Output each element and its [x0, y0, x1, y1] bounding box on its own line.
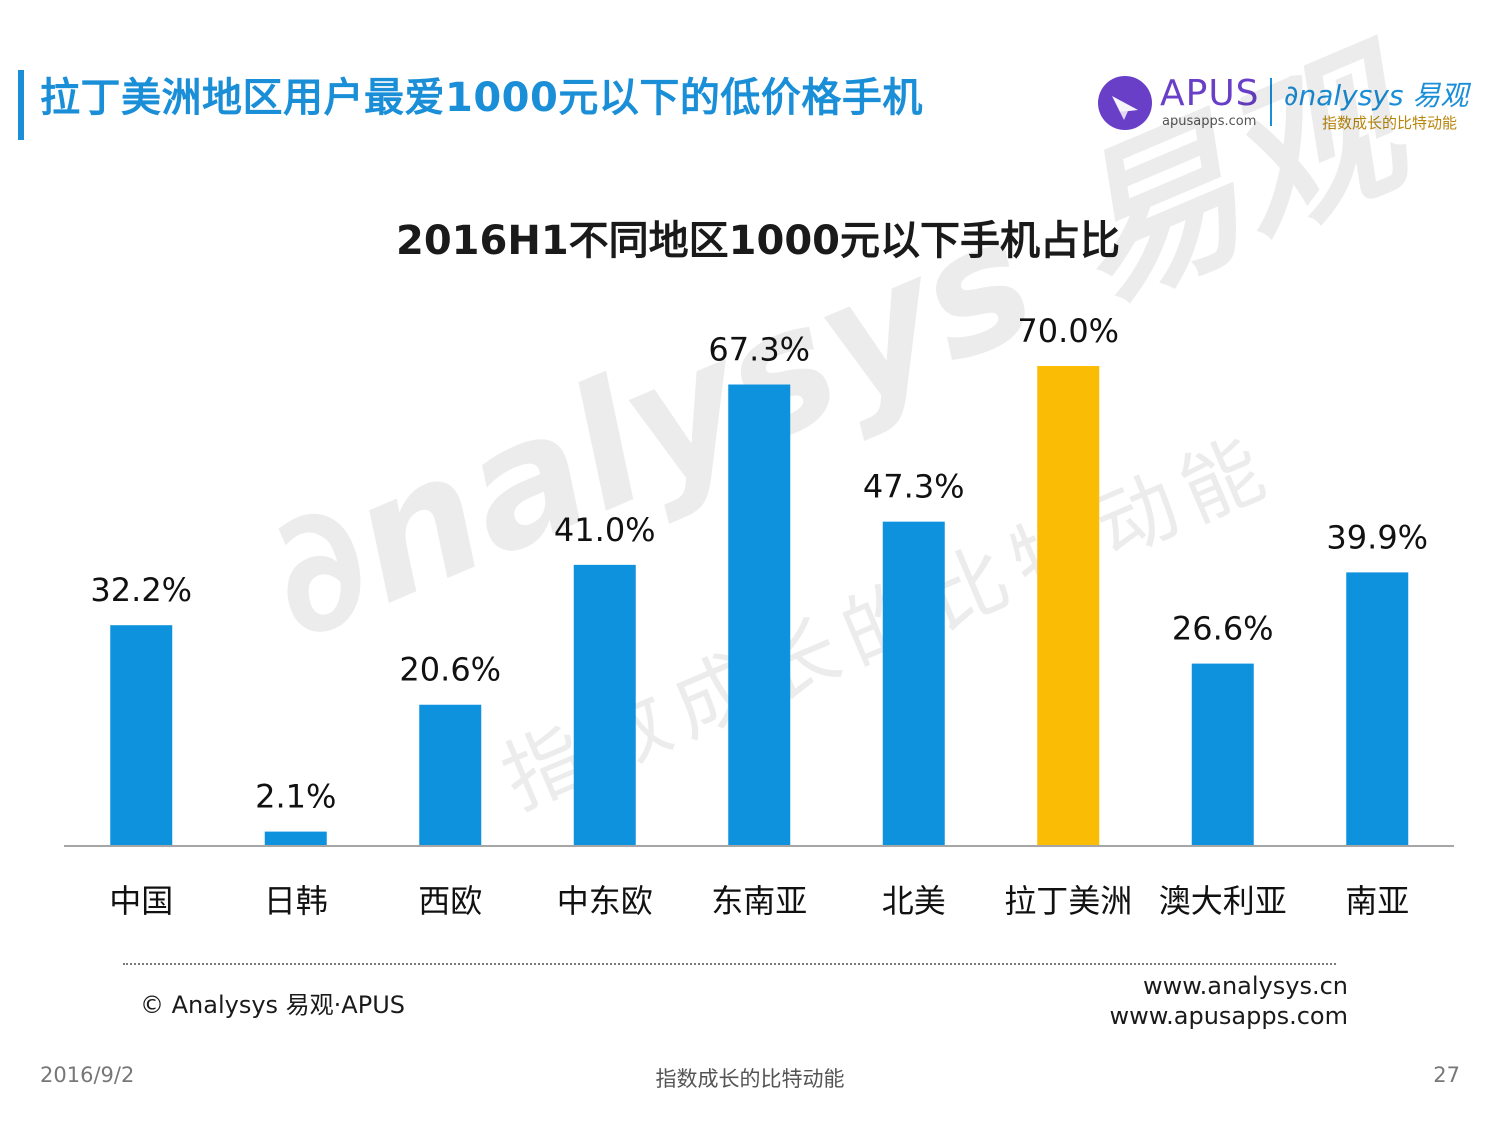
value-label: 70.0%	[1017, 312, 1119, 350]
logo-separator	[1270, 78, 1272, 126]
bar-南亚	[1346, 572, 1409, 846]
analysys-logo-slogan: 指数成长的比特动能	[1322, 114, 1458, 132]
value-label: 41.0%	[554, 511, 656, 549]
bar-澳大利亚	[1191, 663, 1254, 846]
value-label: 39.9%	[1326, 518, 1428, 556]
bar-北美	[882, 521, 945, 846]
bar-拉丁美洲	[1037, 366, 1100, 846]
analysys-logo-name: nalysys 易观	[1298, 79, 1469, 112]
value-label: 47.3%	[863, 468, 965, 506]
copyright-text: © Analysys 易观·APUS	[140, 991, 405, 1019]
apus-logo-url: apusapps.com	[1162, 114, 1257, 129]
value-label: 2.1%	[255, 778, 336, 816]
analysys-logo-text: ∂nalysys 易观	[1284, 74, 1468, 114]
footer-date: 2016/9/2	[40, 1063, 135, 1087]
category-label: 北美	[882, 882, 946, 920]
bar-东南亚	[728, 384, 791, 846]
analysys-logo-a-icon: ∂	[1284, 79, 1299, 112]
website-apus: www.apusapps.com	[1109, 1002, 1348, 1030]
bar-日韩	[264, 831, 327, 846]
page-number: 27	[1433, 1063, 1460, 1087]
apus-logo-icon	[1098, 76, 1152, 130]
bar-中东欧	[573, 564, 636, 846]
value-label: 20.6%	[399, 651, 501, 689]
slide-title: 拉丁美洲地区用户最爱1000元以下的低价格手机	[40, 75, 923, 121]
value-label: 32.2%	[90, 571, 192, 609]
category-label: 拉丁美洲	[1004, 882, 1132, 920]
category-label: 东南亚	[711, 882, 807, 920]
footer-dotted-divider	[123, 963, 1336, 965]
bar-中国	[110, 625, 173, 846]
website-analysys: www.analysys.cn	[1142, 972, 1348, 1000]
title-accent-bar	[18, 70, 24, 140]
value-label: 67.3%	[708, 331, 810, 369]
bars-layer: 32.2% 中国 2.1% 日韩 20.6% 西欧 41.0% 中东欧 67.3% 东南亚 47.3…	[90, 312, 1428, 920]
category-label: 西欧	[418, 882, 482, 920]
category-label: 中国	[109, 882, 173, 920]
category-label: 南亚	[1345, 882, 1409, 920]
logo-area: APUS apusapps.com ∂nalysys 易观 指数成长的比特动能	[1098, 70, 1478, 134]
chart-title: 2016H1不同地区1000元以下手机占比	[396, 218, 1120, 264]
category-label: 澳大利亚	[1159, 882, 1287, 920]
category-label: 中东欧	[557, 882, 653, 920]
category-label: 日韩	[264, 882, 328, 920]
apus-logo-text: APUS	[1160, 73, 1260, 114]
footer-slogan: 指数成长的比特动能	[655, 1067, 845, 1091]
bar-西欧	[419, 704, 482, 846]
value-label: 26.6%	[1172, 610, 1274, 648]
